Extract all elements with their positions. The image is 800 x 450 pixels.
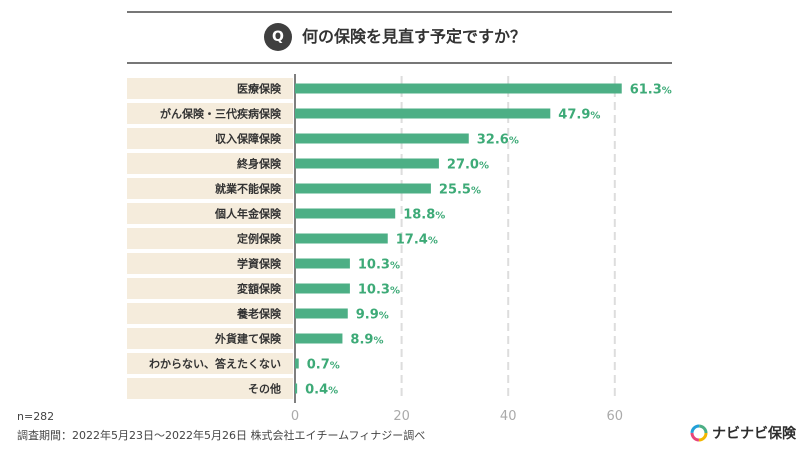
value-unit: % <box>390 286 400 297</box>
x-tick-label: 60 <box>607 409 624 424</box>
bar <box>295 158 439 169</box>
value-label: 10.3% <box>358 258 400 273</box>
bar <box>295 258 350 269</box>
category-label-band <box>127 128 293 149</box>
question-badge: Q <box>264 23 292 51</box>
category-label: 変額保険 <box>237 282 282 296</box>
category-label: 終身保険 <box>237 157 282 171</box>
category-label-band <box>127 353 293 374</box>
bar <box>295 358 299 369</box>
value-label: 10.3% <box>358 283 400 298</box>
category-label: 就業不能保険 <box>215 182 282 196</box>
value-unit: % <box>435 211 445 222</box>
value-unit: % <box>662 86 672 97</box>
value-label: 0.4% <box>305 383 338 398</box>
category-label: 医療保険 <box>237 82 282 96</box>
category-label-band <box>127 278 293 299</box>
value-label: 25.5% <box>439 183 481 198</box>
value-unit: % <box>379 311 389 322</box>
category-label: 個人年金保険 <box>214 207 282 221</box>
bar <box>295 383 298 394</box>
header-top-rule <box>127 11 672 13</box>
bar <box>295 333 343 344</box>
value-unit: % <box>428 236 438 247</box>
value-label: 32.6% <box>477 133 519 148</box>
survey-period-note: 調査期間：2022年5月23日〜2022年5月26日 株式会社エイチームフィナジ… <box>17 429 426 442</box>
value-label: 8.9% <box>350 333 383 348</box>
bar <box>295 83 622 94</box>
bar <box>295 208 396 219</box>
value-label: 18.8% <box>403 208 445 223</box>
category-label: 養老保険 <box>237 307 282 321</box>
category-label-band <box>127 253 293 274</box>
category-label-band <box>127 328 293 349</box>
x-tick-label: 0 <box>291 409 299 424</box>
category-label-band <box>127 378 293 399</box>
value-label: 0.7% <box>307 358 340 373</box>
bar <box>295 133 469 144</box>
x-tick-label: 40 <box>500 409 517 424</box>
bar <box>295 283 350 294</box>
logo-mark-icon <box>690 424 708 442</box>
value-label: 61.3% <box>630 83 672 98</box>
bar <box>295 108 551 119</box>
navinavi-logo: ナビナビ保険 <box>690 423 796 443</box>
category-label: 収入保障保険 <box>215 132 282 146</box>
question-title: 何の保険を見直す予定ですか？ <box>302 27 527 46</box>
category-label-band <box>127 153 293 174</box>
category-label: 外貨建て保険 <box>214 332 282 346</box>
category-label-band <box>127 103 293 124</box>
bar <box>295 308 348 319</box>
category-label: わからない、答えたくない <box>149 357 281 371</box>
category-label: がん保険・三代疾病保険 <box>160 107 282 121</box>
value-unit: % <box>471 186 481 197</box>
value-unit: % <box>590 111 600 122</box>
category-label-band <box>127 228 293 249</box>
category-label-band <box>127 78 293 99</box>
value-unit: % <box>328 386 338 397</box>
value-label: 47.9% <box>558 108 600 123</box>
x-tick-label: 20 <box>393 409 410 424</box>
bar <box>295 183 431 194</box>
value-unit: % <box>330 361 340 372</box>
header-bottom-rule <box>127 62 672 64</box>
category-label: その他 <box>248 382 281 396</box>
value-label: 9.9% <box>356 308 389 323</box>
bar <box>295 233 388 244</box>
category-label-band <box>127 303 293 324</box>
value-unit: % <box>373 336 383 347</box>
logo-text: ナビナビ保険 <box>712 426 796 442</box>
value-unit: % <box>390 261 400 272</box>
value-label: 17.4% <box>396 233 438 248</box>
value-label: 27.0% <box>447 158 489 173</box>
value-unit: % <box>479 161 489 172</box>
category-label-band <box>127 203 293 224</box>
value-unit: % <box>509 136 519 147</box>
category-label-band <box>127 178 293 199</box>
sample-size-note: n=282 <box>17 410 55 423</box>
category-label: 定例保険 <box>237 232 282 246</box>
category-label: 学資保険 <box>237 257 282 271</box>
